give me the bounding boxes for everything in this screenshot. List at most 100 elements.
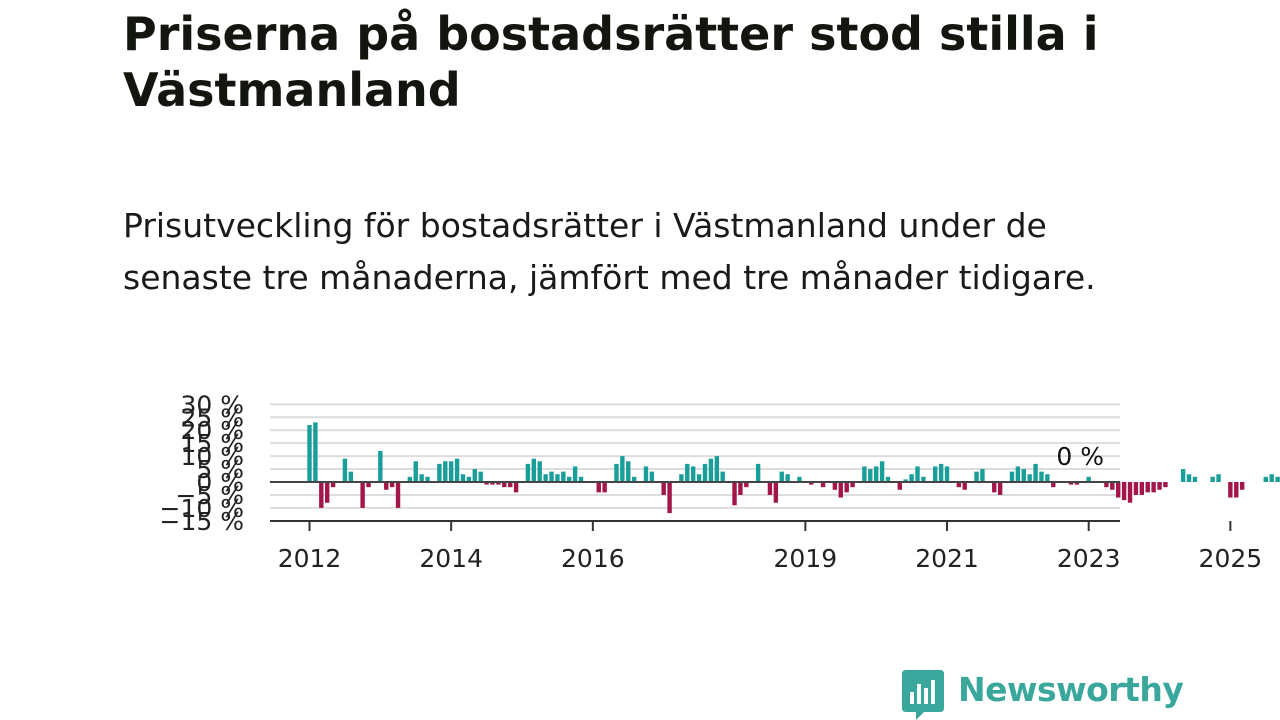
bar [561,471,566,482]
bar [614,463,619,482]
bar [997,482,1003,495]
bar [384,482,389,490]
bar [1086,476,1091,482]
bar [1051,482,1056,488]
bar [437,463,442,482]
bar [425,476,430,482]
y-tick-label: 30 % [180,390,244,419]
bar [832,482,838,490]
bar [342,458,348,482]
bar [413,461,418,482]
bar [1104,482,1109,488]
bar [690,466,696,482]
bar [472,469,477,482]
bar [1192,476,1198,482]
bar [1110,482,1115,490]
bar [708,458,714,482]
bar [1127,482,1133,503]
bar [1045,474,1050,482]
bar [389,482,395,488]
last-value-label: 0 % [1056,442,1104,471]
bar [543,474,548,482]
bar [797,476,802,482]
bar [649,471,655,482]
bar [667,482,672,514]
bar [360,482,365,508]
chart-subtitle: Prisutveckling för bostadsrätter i Västm… [123,206,1096,297]
y-tick-label: 20 % [180,416,244,445]
bar [720,471,725,482]
bar [626,461,631,482]
bar [378,450,383,482]
x-tick-label: 2025 [1199,544,1263,573]
bar [838,482,843,498]
bar [679,474,684,482]
x-tick-label: 2023 [1057,544,1121,573]
bar [844,482,849,493]
bar [1121,482,1127,501]
bar [903,479,908,482]
x-tick-label: 2019 [774,544,838,573]
bar [525,463,531,482]
bar [1228,482,1233,498]
bar [767,482,773,495]
bar [549,471,554,482]
bar [738,482,743,495]
bar [820,482,826,488]
bar [755,463,761,482]
bar [1009,471,1015,482]
bar [956,482,962,488]
y-axis-tick-labels: 30 %25 %20 %15 %10 %5 %0 %−5 %−10 %−15 % [160,390,244,536]
bar [1116,482,1121,498]
bar [779,471,784,482]
bar [702,463,708,482]
bar [513,482,519,493]
bar [1163,482,1168,488]
bar [868,469,873,482]
bar [1180,469,1186,482]
bar [974,471,979,482]
bar [714,456,720,482]
bar [620,456,625,482]
y-tick-label: −10 % [160,494,244,523]
bar [602,482,607,493]
bar [909,474,914,482]
bar [785,474,790,482]
bar [478,471,483,482]
chart-title: Priserna på bostadsrätter stod stilla i … [123,7,1099,117]
bar [366,482,371,488]
bar [1039,471,1044,482]
x-tick-label: 2016 [561,544,625,573]
bar [862,466,867,482]
bar [1234,482,1239,498]
bar [508,482,513,488]
bar [596,482,601,493]
bar [744,482,749,488]
bar [407,476,413,482]
bar [1145,482,1150,493]
bar [696,474,702,482]
newsworthy-logo-icon [902,670,944,720]
bar [885,476,891,482]
bar [1074,482,1080,485]
bar [537,461,542,482]
bar-chart: 30 %25 %20 %15 %10 %5 %0 %−5 %−10 %−15 %… [160,390,1280,573]
bar [448,461,454,482]
bar [443,461,448,482]
y-tick-label: 15 % [180,429,244,458]
bars [307,422,1280,514]
bar [460,474,466,482]
bar [1216,474,1221,482]
y-tick-label: 0 % [196,468,244,497]
bar [962,482,967,490]
bar [1033,463,1038,482]
bar [567,476,572,482]
bar [1133,482,1139,495]
bar [879,461,885,482]
bar [496,482,501,485]
bar [1239,482,1245,490]
bar [1021,469,1026,482]
bar [873,466,879,482]
bar [395,482,401,508]
x-tick-label: 2021 [915,544,979,573]
